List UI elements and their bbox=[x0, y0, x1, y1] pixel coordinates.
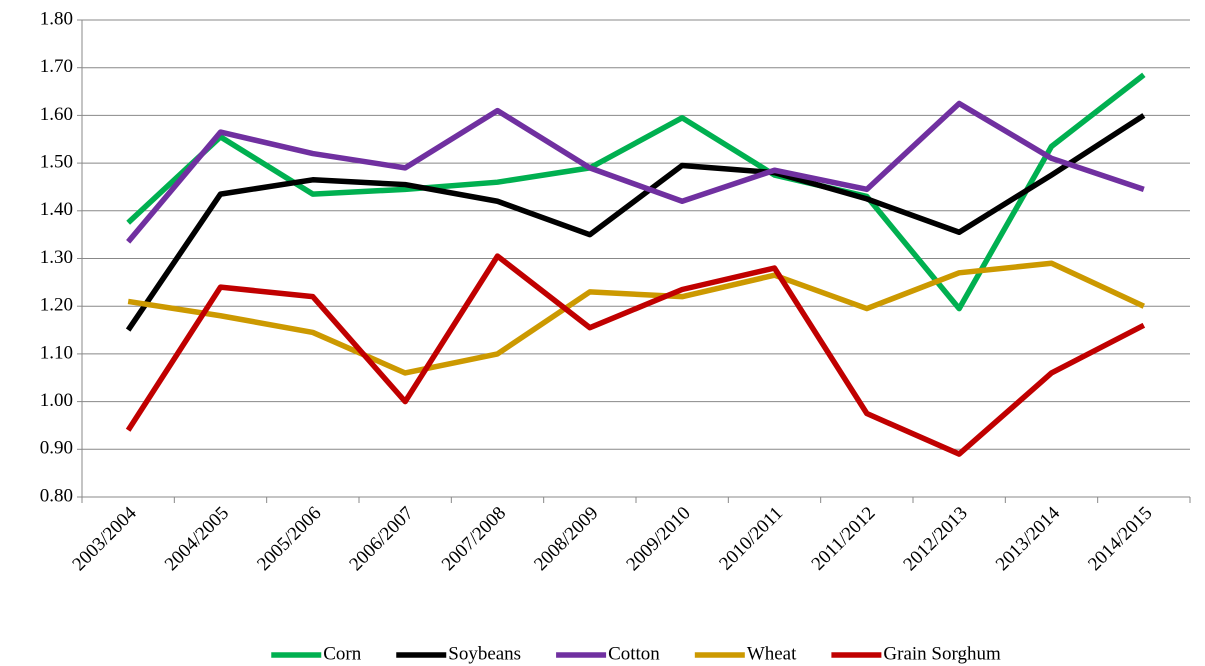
series-line bbox=[126, 100, 1145, 244]
series-line bbox=[125, 113, 1146, 332]
x-tick-label: 2011/2012 bbox=[808, 503, 880, 575]
series-line bbox=[126, 72, 1146, 312]
y-tick-label: 1.60 bbox=[40, 104, 73, 125]
y-tick-label: 1.10 bbox=[40, 342, 73, 363]
x-tick-label: 2013/2014 bbox=[992, 502, 1065, 575]
y-tick-label: 1.30 bbox=[40, 247, 73, 268]
x-tick-label: 2008/2009 bbox=[530, 503, 602, 575]
legend-label: Corn bbox=[323, 643, 362, 664]
x-tick-label: 2007/2008 bbox=[438, 503, 510, 575]
y-tick-label: 1.80 bbox=[40, 8, 73, 29]
x-tick-label: 2004/2005 bbox=[161, 503, 233, 575]
x-tick-label: 2005/2006 bbox=[253, 503, 325, 575]
x-tick-label: 2006/2007 bbox=[345, 503, 417, 575]
series-line bbox=[125, 253, 1146, 457]
x-tick-label: 2010/2011 bbox=[715, 503, 787, 575]
y-tick-label: 0.80 bbox=[40, 485, 73, 506]
series-line bbox=[127, 260, 1145, 376]
legend-label: Wheat bbox=[747, 643, 797, 664]
y-tick-label: 1.00 bbox=[40, 390, 73, 411]
legend-label: Grain Sorghum bbox=[883, 643, 1001, 664]
y-tick-label: 1.50 bbox=[40, 151, 73, 172]
x-tick-label: 2009/2010 bbox=[622, 503, 694, 575]
legend-label: Cotton bbox=[608, 643, 660, 664]
y-tick-label: 0.90 bbox=[40, 438, 73, 459]
x-tick-label: 2012/2013 bbox=[899, 503, 971, 575]
x-tick-label: 2014/2015 bbox=[1084, 503, 1156, 575]
y-tick-label: 1.70 bbox=[40, 56, 73, 77]
y-tick-label: 1.40 bbox=[40, 199, 73, 220]
y-tick-label: 1.20 bbox=[40, 295, 73, 316]
legend-label: Soybeans bbox=[448, 643, 521, 664]
x-tick-label: 2003/2004 bbox=[68, 502, 141, 575]
